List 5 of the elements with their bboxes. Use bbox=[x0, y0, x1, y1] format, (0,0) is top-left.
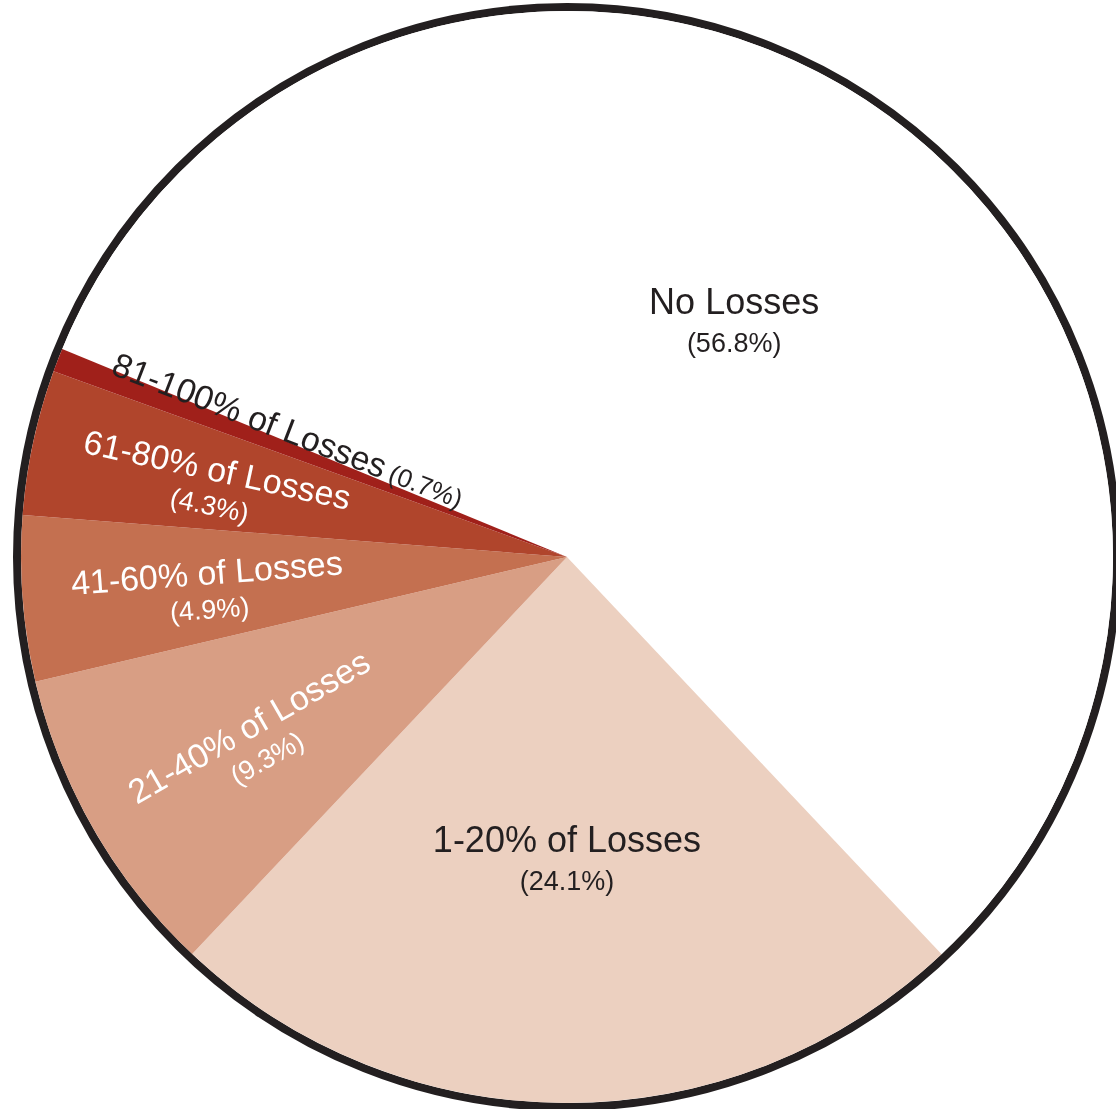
slice-label: No Losses bbox=[649, 281, 820, 323]
data-label: (56.8%) bbox=[686, 328, 782, 359]
slice-label: 1-20% of Losses bbox=[432, 818, 702, 860]
data-label: (24.1%) bbox=[519, 865, 615, 896]
data-label: (4.9%) bbox=[168, 591, 251, 628]
